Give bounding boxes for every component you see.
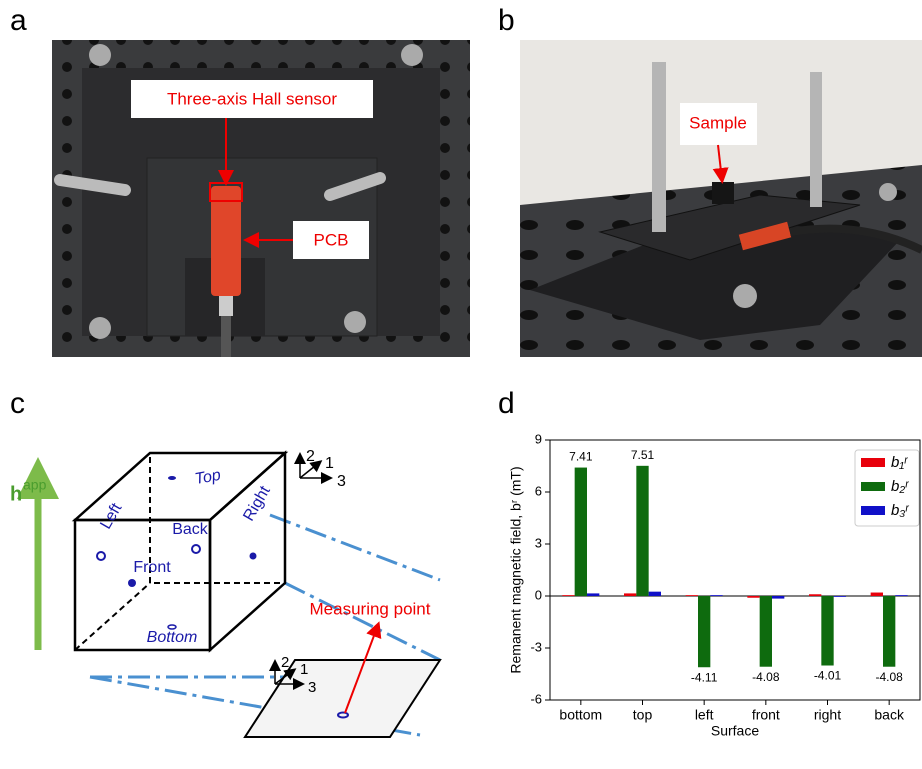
- axis-symbol: 2: [281, 654, 289, 671]
- x-tick-label: top: [633, 707, 653, 723]
- axis-symbol: 1: [300, 661, 308, 678]
- panel-label: c: [10, 387, 25, 420]
- axis-symbol: 2: [306, 448, 315, 465]
- bar: [562, 595, 574, 596]
- bar: [834, 596, 846, 597]
- photo-b: [520, 40, 922, 357]
- annotation: Measuring point: [310, 599, 431, 618]
- annotation: PCB: [314, 230, 349, 249]
- face-label: Left: [97, 500, 125, 532]
- legend-label: b₁ʳ: [891, 454, 908, 471]
- bar: [575, 468, 587, 596]
- bar: [760, 596, 772, 667]
- y-tick-label: 6: [535, 483, 542, 498]
- bar: [587, 593, 599, 596]
- axis-symbol: 3: [308, 679, 316, 696]
- bar: [821, 596, 833, 666]
- legend-swatch: [861, 458, 885, 467]
- bar-chart: -6 -3 0 3 6 9 7.41 7.51 -4.11 -4.08 -4.01 -4.08 bott…: [508, 431, 920, 738]
- bar: [698, 596, 710, 667]
- data-label: 7.51: [631, 448, 655, 462]
- data-label: 7.41: [569, 450, 593, 464]
- data-label: -4.01: [814, 669, 842, 683]
- bar: [809, 594, 821, 596]
- bar: [686, 595, 698, 596]
- data-label: -4.08: [752, 670, 780, 684]
- bar: [624, 593, 636, 596]
- panel-label: a: [10, 4, 27, 37]
- y-tick-label: 0: [535, 587, 542, 602]
- bar: [871, 593, 883, 596]
- bar: [772, 596, 784, 599]
- panel-label: d: [498, 387, 515, 420]
- axis-symbol: 3: [337, 473, 346, 490]
- bar: [895, 595, 907, 596]
- x-tick-label: bottom: [559, 707, 602, 723]
- y-tick-label: 3: [535, 535, 542, 550]
- bar: [710, 595, 722, 596]
- legend-label: b₃ʳ: [891, 502, 909, 519]
- legend-swatch: [861, 506, 885, 515]
- field-superscript: app: [23, 477, 47, 493]
- data-label: -4.08: [875, 670, 903, 684]
- photo-a: [52, 40, 470, 357]
- y-tick-label: -3: [530, 639, 542, 654]
- y-tick-label: 9: [535, 431, 542, 446]
- face-label: Front: [133, 559, 171, 576]
- annotation: Three-axis Hall sensor: [167, 89, 337, 108]
- figure: a Three-axis Hall sensor PCB b Sampl: [0, 0, 922, 769]
- panel-label: b: [498, 4, 515, 37]
- x-tick-label: right: [814, 707, 841, 723]
- face-label: Back: [172, 521, 209, 538]
- x-tick-label: left: [695, 707, 714, 723]
- y-axis-label: Remanent magnetic field, bʳ (mT): [508, 466, 524, 673]
- cube-diagram: [38, 453, 440, 737]
- bar: [883, 596, 895, 667]
- x-tick-label: front: [752, 707, 780, 723]
- bar: [747, 596, 759, 598]
- legend-label: b₂ʳ: [891, 478, 909, 495]
- bar: [649, 592, 661, 596]
- x-axis-label: Surface: [711, 723, 759, 739]
- data-label: -4.11: [691, 670, 718, 684]
- x-tick-label: back: [874, 707, 905, 723]
- face-label: Bottom: [147, 629, 198, 646]
- axis-symbol: 1: [325, 455, 334, 472]
- field-symbol: h: [10, 483, 22, 505]
- legend-swatch: [861, 482, 885, 491]
- bar: [636, 466, 648, 596]
- annotation: Sample: [689, 113, 747, 132]
- face-label: Top: [193, 467, 222, 488]
- y-tick-label: -6: [530, 691, 542, 706]
